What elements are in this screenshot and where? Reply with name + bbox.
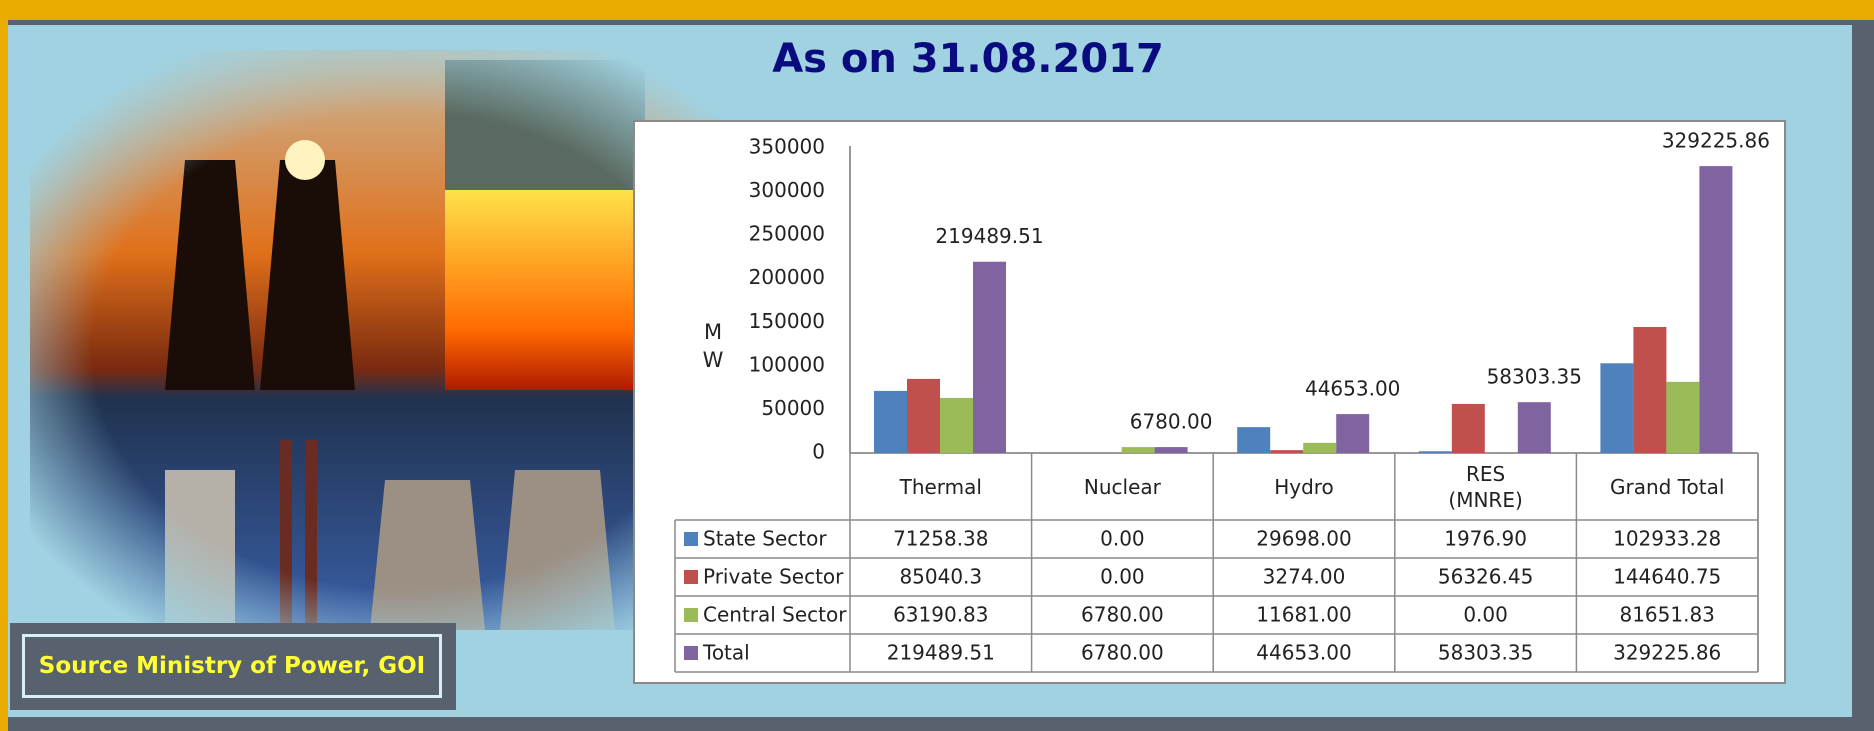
data-label: 58303.35 [1487,365,1582,389]
bar [1121,447,1155,453]
bar [1600,363,1634,453]
table-cell: 0.00 [1100,565,1145,589]
legend-swatch [684,646,698,660]
data-label: 329225.86 [1662,129,1770,153]
category-label: Thermal [899,474,982,499]
bar [1303,442,1337,453]
bar [1633,326,1667,453]
table-cell: 0.00 [1463,603,1508,627]
y-tick-label: 250000 [749,222,825,246]
table-cell: 6780.00 [1081,641,1164,665]
bar [1451,403,1485,453]
legend-label: Total [702,641,750,665]
table-cell: 81651.83 [1619,603,1714,627]
bar [1418,451,1452,453]
y-tick-label: 350000 [749,135,825,159]
legend-label: State Sector [703,527,827,551]
table-cell: 56326.45 [1438,565,1533,589]
y-tick-label: 300000 [749,178,825,202]
title: As on 31.08.2017 [772,36,1164,82]
table-cell: 29698.00 [1256,527,1351,551]
legend-swatch [684,532,698,546]
bar [1666,381,1700,453]
data-label: 6780.00 [1130,410,1213,434]
bar [940,397,973,453]
table-cell: 63190.83 [893,603,988,627]
y-axis-label: MW [702,320,724,372]
category-label: Grand Total [1609,474,1725,499]
table-cell: 102933.28 [1613,527,1721,551]
table-cell: 219489.51 [887,641,995,665]
bar [1154,447,1188,453]
table-cell: 85040.3 [899,565,982,589]
table-cell: 6780.00 [1081,603,1164,627]
y-tick-label: 100000 [749,352,825,376]
table-cell: 71258.38 [893,527,988,551]
legend-label: Central Sector [703,603,847,627]
bar [1270,450,1304,453]
bar [1336,414,1370,453]
bar [907,378,940,453]
y-tick-label: 50000 [761,396,825,420]
y-tick-label: 200000 [749,265,825,289]
bar [1237,427,1271,453]
table-cell: 58303.35 [1438,641,1533,665]
table-cell: 1976.90 [1444,527,1527,551]
table-cell: 3274.00 [1263,565,1346,589]
legend-swatch [684,570,698,584]
bar [973,261,1006,453]
category-label: Nuclear [1083,474,1161,499]
data-label: 219489.51 [935,224,1043,248]
bar [1699,166,1733,453]
category-label: RES (MNRE) [1448,461,1523,512]
table-cell: 329225.86 [1613,641,1721,665]
table-cell: 44653.00 [1256,641,1351,665]
data-label: 44653.00 [1305,377,1400,401]
top-border [0,0,1874,20]
table-cell: 144640.75 [1613,565,1721,589]
y-tick-label: 0 [812,440,825,464]
source-note: Source Ministry of Power, GOI [22,634,442,698]
bar [874,390,907,453]
legend-swatch [684,608,698,622]
category-label: Hydro [1274,474,1334,499]
legend-label: Private Sector [703,565,844,589]
bar [1517,402,1551,453]
table-cell: 11681.00 [1256,603,1351,627]
chart-area [633,120,1786,684]
table-cell: 0.00 [1100,527,1145,551]
y-tick-label: 150000 [749,309,825,333]
